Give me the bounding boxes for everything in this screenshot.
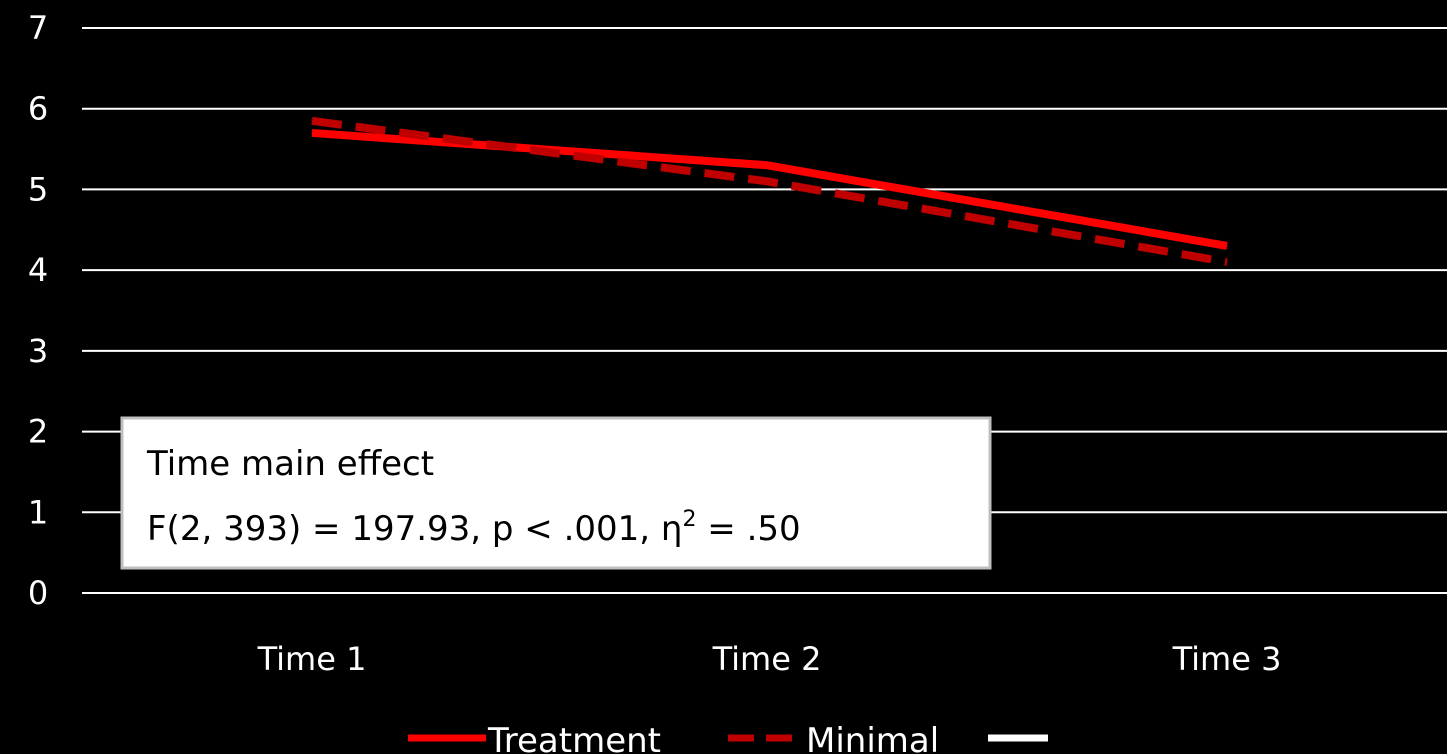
annotation-line-1: Time main effect [146,444,434,484]
series-lines [311,116,1228,267]
x-tick-label-3: Time 3 [1172,640,1282,678]
x-axis-tick-labels: Time 1 Time 2 Time 3 [257,640,1282,678]
data-point-minimal-3 [1226,261,1228,263]
y-tick-label-3: 3 [28,332,48,370]
annotation-stat-superscript: 2 [682,507,696,532]
y-tick-label-7: 7 [28,9,48,47]
y-tick-label-1: 1 [28,493,48,531]
annotation-stat-suffix: = .50 [696,509,800,549]
annotation-box: Time main effect F(2, 393) = 197.93, p <… [120,416,992,570]
y-tick-label-0: 0 [28,574,48,612]
data-point-treatment-3 [1226,245,1228,247]
y-tick-label-6: 6 [28,90,48,128]
legend-label-minimal: Minimal [806,721,939,754]
y-axis-tick-labels: 0 1 2 3 4 5 6 7 [28,9,48,612]
x-tick-label-1: Time 1 [257,640,367,678]
data-point-minimal-1 [311,120,313,122]
data-point-treatment-1 [311,132,313,134]
annotation-box-background [120,416,992,570]
x-tick-label-2: Time 2 [712,640,822,678]
annotation-line-2: F(2, 393) = 197.93, p < .001, η2 = .50 [147,507,801,549]
legend: Treatment Minimal [408,721,1048,754]
data-point-treatment-2 [766,164,768,166]
series-line-minimal [311,116,1228,267]
y-tick-label-4: 4 [28,251,48,289]
data-point-minimal-2 [766,180,768,182]
y-tick-label-5: 5 [28,170,48,208]
annotation-stat-prefix: F(2, 393) = 197.93, p < .001, η [147,509,682,549]
legend-label-treatment: Treatment [487,721,661,754]
y-tick-label-2: 2 [28,413,48,451]
